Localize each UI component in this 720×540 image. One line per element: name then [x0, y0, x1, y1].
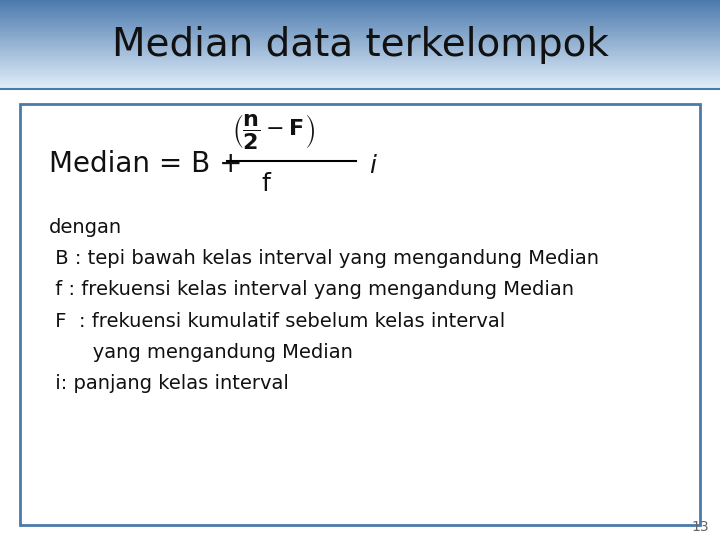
Bar	[0, 14, 720, 15]
Bar	[0, 11, 720, 12]
Bar	[0, 35, 720, 36]
Bar	[0, 49, 720, 50]
Bar	[0, 16, 720, 17]
Bar	[0, 23, 720, 24]
Bar	[0, 75, 720, 76]
Bar	[0, 26, 720, 28]
Bar	[0, 1, 720, 2]
Bar	[0, 51, 720, 52]
Bar	[0, 47, 720, 48]
Bar	[0, 43, 720, 45]
Bar	[0, 19, 720, 20]
Bar	[0, 70, 720, 71]
Bar	[0, 86, 720, 87]
Bar	[0, 71, 720, 72]
Bar	[0, 22, 720, 23]
Bar	[0, 24, 720, 25]
Text: 13: 13	[692, 519, 709, 534]
Bar	[0, 39, 720, 40]
Bar	[0, 30, 720, 31]
Bar	[0, 88, 720, 89]
Bar	[0, 4, 720, 5]
Bar	[0, 29, 720, 30]
Text: dengan: dengan	[49, 218, 122, 237]
Bar	[0, 18, 720, 19]
Bar	[0, 12, 720, 14]
Bar	[0, 37, 720, 38]
Bar	[0, 55, 720, 56]
Bar	[0, 83, 720, 84]
Bar	[0, 79, 720, 80]
Bar	[0, 56, 720, 57]
Bar	[0, 58, 720, 59]
Text: $\left(\dfrac{\mathbf{n}}{\mathbf{2}} - \mathbf{F}\right)$: $\left(\dfrac{\mathbf{n}}{\mathbf{2}} - …	[232, 112, 315, 151]
Bar	[0, 0, 720, 1]
Bar	[0, 31, 720, 32]
Bar	[0, 72, 720, 73]
Bar	[0, 38, 720, 39]
Bar	[0, 36, 720, 37]
Text: Median data terkelompok: Median data terkelompok	[112, 25, 608, 64]
Bar	[0, 33, 720, 35]
Bar	[0, 5, 720, 6]
Bar	[0, 78, 720, 79]
Bar	[0, 80, 720, 82]
Bar	[0, 20, 720, 21]
Bar	[0, 76, 720, 77]
Bar	[0, 60, 720, 61]
Bar	[0, 15, 720, 16]
Bar	[0, 62, 720, 64]
Bar	[0, 17, 720, 18]
Bar	[0, 69, 720, 70]
Bar	[0, 9, 720, 10]
Text: F  : frekuensi kumulatif sebelum kelas interval: F : frekuensi kumulatif sebelum kelas in…	[49, 312, 505, 330]
Bar	[0, 50, 720, 51]
Text: $\mathrm{f}$: $\mathrm{f}$	[261, 172, 272, 195]
Bar	[0, 66, 720, 67]
Bar	[0, 40, 720, 41]
Text: f : frekuensi kelas interval yang mengandung Median: f : frekuensi kelas interval yang mengan…	[49, 280, 574, 299]
Bar	[0, 53, 720, 55]
Bar	[0, 52, 720, 53]
Bar	[0, 82, 720, 83]
Bar	[0, 64, 720, 65]
Bar	[0, 41, 720, 42]
Bar	[0, 73, 720, 75]
Bar	[0, 59, 720, 60]
Bar	[0, 61, 720, 62]
Bar	[0, 67, 720, 68]
Text: yang mengandung Median: yang mengandung Median	[49, 343, 353, 362]
Text: $i$: $i$	[369, 154, 378, 178]
Bar	[0, 25, 720, 26]
Bar	[0, 3, 720, 4]
Bar	[0, 85, 720, 86]
Bar	[0, 32, 720, 33]
Bar	[0, 77, 720, 78]
Bar	[0, 48, 720, 49]
Bar	[0, 8, 720, 9]
Bar	[0, 87, 720, 88]
Bar	[0, 45, 720, 46]
Bar	[0, 28, 720, 29]
Bar	[0, 65, 720, 66]
Bar	[0, 42, 720, 43]
Bar	[0, 46, 720, 47]
Bar	[0, 6, 720, 8]
Bar	[0, 21, 720, 22]
Bar	[0, 68, 720, 69]
Bar	[0, 84, 720, 85]
FancyBboxPatch shape	[20, 104, 700, 525]
Text: B : tepi bawah kelas interval yang mengandung Median: B : tepi bawah kelas interval yang menga…	[49, 249, 599, 268]
Bar	[0, 57, 720, 58]
Bar	[0, 10, 720, 11]
Text: i: panjang kelas interval: i: panjang kelas interval	[49, 374, 289, 393]
Text: Median = B +: Median = B +	[49, 150, 251, 178]
Bar	[0, 2, 720, 3]
